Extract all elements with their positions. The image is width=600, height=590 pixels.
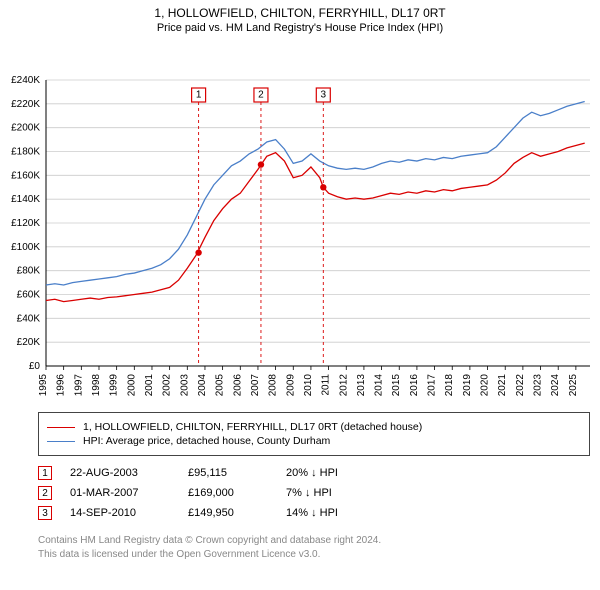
legend-row: 1, HOLLOWFIELD, CHILTON, FERRYHILL, DL17… [47,421,579,433]
svg-text:£240K: £240K [11,75,40,86]
legend-row: HPI: Average price, detached house, Coun… [47,435,579,447]
svg-text:1: 1 [196,90,202,101]
svg-text:2021: 2021 [497,374,508,397]
line-chart: £0 £20K £40K £60K £80K £100K £120K £140K £160K £1… [0,36,600,406]
svg-text:2009: 2009 [285,374,296,397]
svg-text:2007: 2007 [250,374,261,397]
svg-text:2025: 2025 [568,374,579,397]
svg-text:2010: 2010 [303,374,314,397]
svg-text:£180K: £180K [11,147,40,158]
svg-text:£160K: £160K [11,170,40,181]
legend-label: 1, HOLLOWFIELD, CHILTON, FERRYHILL, DL17… [83,421,422,433]
chart-container: 1, HOLLOWFIELD, CHILTON, FERRYHILL, DL17… [0,0,600,561]
sale-price: £95,115 [188,467,268,479]
svg-text:2006: 2006 [232,374,243,397]
sale-row: 3 14-SEP-2010 £149,950 14% ↓ HPI [38,506,590,520]
svg-text:£0: £0 [29,361,41,372]
sale-marker: 1 [38,466,52,480]
sale-date: 14-SEP-2010 [70,507,170,519]
sale-price: £149,950 [188,507,268,519]
svg-text:£80K: £80K [17,266,41,277]
attribution-line-2: This data is licensed under the Open Gov… [38,548,590,562]
sale-date: 22-AUG-2003 [70,467,170,479]
svg-text:£100K: £100K [11,242,40,253]
svg-text:2014: 2014 [374,374,385,397]
svg-text:2019: 2019 [462,374,473,397]
chart-subtitle: Price paid vs. HM Land Registry's House … [0,22,600,34]
sale-diff: 20% ↓ HPI [286,467,386,479]
svg-text:1999: 1999 [109,374,120,397]
svg-text:£40K: £40K [17,313,41,324]
svg-text:2015: 2015 [391,374,402,397]
chart-title: 1, HOLLOWFIELD, CHILTON, FERRYHILL, DL17… [0,6,600,20]
svg-text:2: 2 [258,90,264,101]
svg-text:1998: 1998 [91,374,102,397]
chart-area: £0 £20K £40K £60K £80K £100K £120K £140K £160K £1… [0,36,600,406]
attribution-line-1: Contains HM Land Registry data © Crown c… [38,534,590,548]
sale-price: £169,000 [188,487,268,499]
svg-text:£220K: £220K [11,99,40,110]
svg-text:2018: 2018 [444,374,455,397]
sale-diff: 14% ↓ HPI [286,507,386,519]
svg-text:3: 3 [321,90,327,101]
titles: 1, HOLLOWFIELD, CHILTON, FERRYHILL, DL17… [0,0,600,36]
svg-text:£120K: £120K [11,218,40,229]
svg-text:£140K: £140K [11,194,40,205]
svg-text:1995: 1995 [38,374,49,397]
legend-swatch [47,441,75,442]
sale-row: 1 22-AUG-2003 £95,115 20% ↓ HPI [38,466,590,480]
svg-text:2020: 2020 [480,374,491,397]
svg-text:2000: 2000 [126,374,137,397]
svg-text:£20K: £20K [17,337,41,348]
legend: 1, HOLLOWFIELD, CHILTON, FERRYHILL, DL17… [38,412,590,456]
svg-text:2008: 2008 [268,374,279,397]
sale-row: 2 01-MAR-2007 £169,000 7% ↓ HPI [38,486,590,500]
svg-text:2023: 2023 [533,374,544,397]
sales-table: 1 22-AUG-2003 £95,115 20% ↓ HPI 2 01-MAR-2007… [38,466,590,520]
svg-text:2011: 2011 [321,374,332,396]
svg-text:2003: 2003 [179,374,190,397]
svg-text:2017: 2017 [427,374,438,397]
attribution-footer: Contains HM Land Registry data © Crown c… [38,534,590,561]
sale-marker: 3 [38,506,52,520]
legend-label: HPI: Average price, detached house, Coun… [83,435,330,447]
svg-text:2002: 2002 [162,374,173,397]
svg-text:2022: 2022 [515,374,526,397]
svg-text:£60K: £60K [17,290,41,301]
svg-text:2001: 2001 [144,374,155,397]
svg-text:2012: 2012 [338,374,349,397]
svg-text:1996: 1996 [56,374,67,397]
svg-text:1997: 1997 [73,374,84,397]
svg-text:2005: 2005 [215,374,226,397]
svg-text:2024: 2024 [550,374,561,397]
svg-text:2016: 2016 [409,374,420,397]
svg-text:2013: 2013 [356,374,367,397]
svg-text:2004: 2004 [197,374,208,397]
svg-text:£200K: £200K [11,123,40,134]
sale-diff: 7% ↓ HPI [286,487,386,499]
sale-date: 01-MAR-2007 [70,487,170,499]
sale-marker: 2 [38,486,52,500]
legend-swatch [47,427,75,428]
